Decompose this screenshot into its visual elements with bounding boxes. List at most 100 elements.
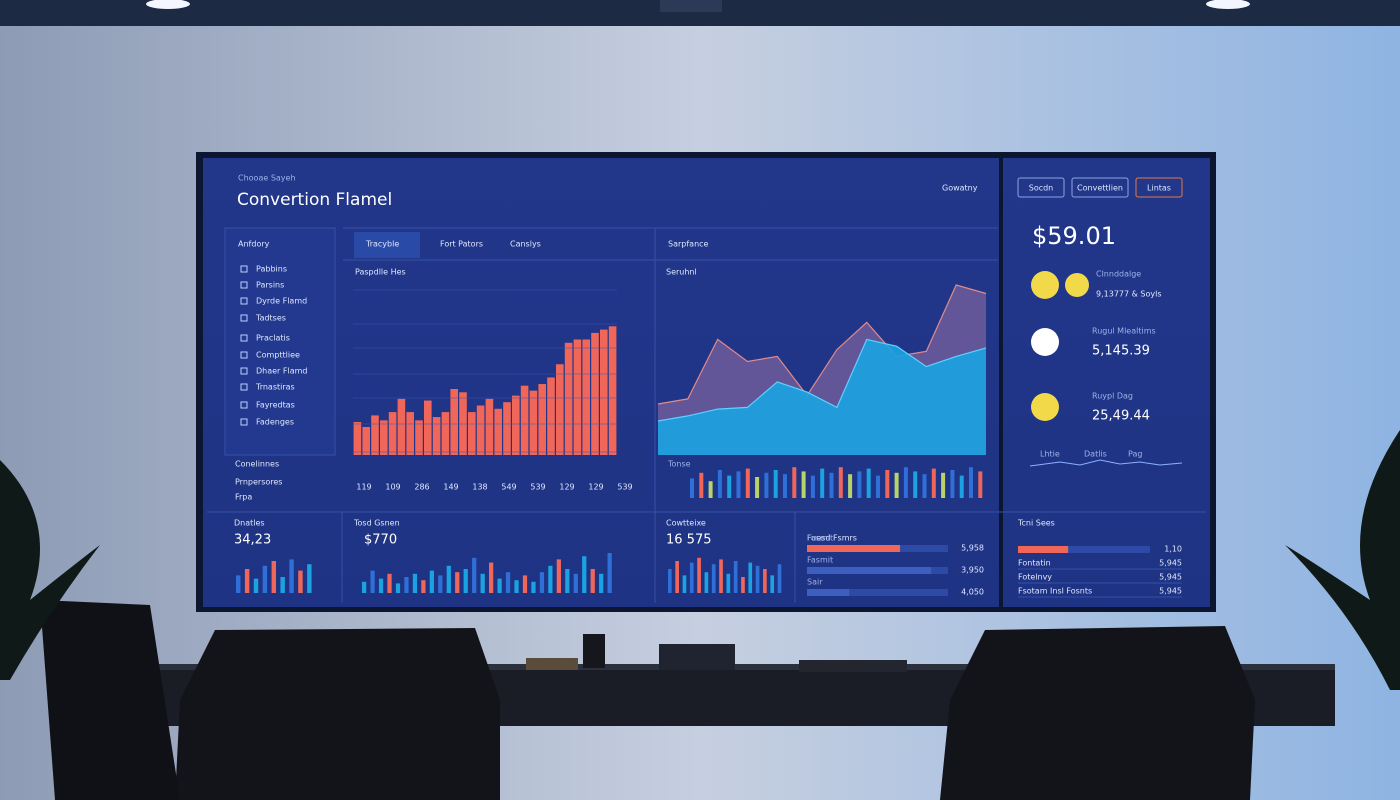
mini-bar xyxy=(922,474,927,498)
bar xyxy=(591,332,599,455)
toolbar-button[interactable] xyxy=(1071,177,1129,198)
row-value: 5,945 xyxy=(1159,587,1182,596)
menu-item[interactable]: Compttliee xyxy=(256,351,300,360)
tab[interactable]: Canslys xyxy=(510,240,541,249)
tab[interactable]: Tracyble xyxy=(365,240,399,249)
mini-bar xyxy=(876,475,880,498)
menu-item[interactable]: Dyrde Flamd xyxy=(256,297,307,306)
kpi-item-value: 5,145.39 xyxy=(1092,344,1150,359)
mini-bar xyxy=(236,575,241,593)
menu-item[interactable]: Dhaer Flamd xyxy=(256,367,307,376)
mini-bar xyxy=(829,472,834,498)
chair xyxy=(175,628,500,800)
toolbar-button[interactable] xyxy=(1135,177,1183,198)
menu-icon xyxy=(240,334,248,342)
table-title: Tcni Sees xyxy=(1017,519,1055,528)
bar xyxy=(494,408,502,455)
menu-item[interactable]: Tadtses xyxy=(255,314,286,323)
mini-bar xyxy=(429,570,434,593)
mini-bar xyxy=(446,565,451,593)
mini-bar xyxy=(689,562,694,593)
mug xyxy=(583,634,605,668)
bar xyxy=(415,420,423,455)
projector xyxy=(660,0,722,12)
mini-bar xyxy=(489,562,494,593)
mini-bar xyxy=(711,564,716,593)
x-label: 539 xyxy=(530,483,545,492)
mini-bar xyxy=(548,565,553,593)
area xyxy=(658,339,986,455)
menu-item[interactable]: Pabbins xyxy=(256,265,287,274)
toolbar-label[interactable]: Socdn xyxy=(1029,184,1054,193)
active-tab[interactable] xyxy=(354,232,420,258)
area-line xyxy=(657,338,987,422)
tab[interactable]: Sarpfance xyxy=(668,240,709,249)
mini-bar xyxy=(370,570,375,593)
toolbar-button[interactable] xyxy=(1017,177,1065,198)
mini-bar xyxy=(378,578,384,593)
bar xyxy=(380,420,388,455)
mini-bar xyxy=(755,565,760,593)
row-label: Fotelnvy xyxy=(1018,573,1052,582)
area-chart-title: Seruhnl xyxy=(666,268,697,277)
menu-item[interactable]: Trnastiras xyxy=(255,383,295,392)
row-value: 5,958 xyxy=(961,544,984,553)
tab[interactable]: Fort Pators xyxy=(440,240,483,249)
progress xyxy=(807,589,850,596)
menu-icon xyxy=(240,314,248,322)
sparkline xyxy=(1029,459,1183,467)
mini-bar xyxy=(950,470,955,498)
menu-item[interactable]: Praclatis xyxy=(256,334,290,343)
mini-bar xyxy=(387,573,392,593)
menu-item[interactable]: Parsins xyxy=(256,281,284,290)
x-label: 286 xyxy=(414,483,429,492)
laptop xyxy=(799,660,907,672)
mini-bar xyxy=(810,475,815,498)
row-value: 5,945 xyxy=(1159,573,1182,582)
mini-bar xyxy=(978,471,983,498)
menu-item[interactable]: Fadenges xyxy=(256,418,294,427)
mini-bar xyxy=(726,573,731,593)
bar xyxy=(573,339,582,455)
row-label: Fsotam Insl Fosnts xyxy=(1018,587,1092,596)
menu-icon xyxy=(240,297,248,305)
chair xyxy=(40,600,180,800)
mini-bar xyxy=(438,575,443,593)
progress-track xyxy=(1018,546,1150,553)
menu-item[interactable]: Fayredtas xyxy=(256,401,295,410)
filter[interactable]: Prnpersores xyxy=(235,478,282,487)
filter[interactable]: Conelinnes xyxy=(235,460,279,469)
mini-bar xyxy=(582,556,587,593)
progress xyxy=(807,545,901,552)
mini-bar xyxy=(733,561,738,593)
mini-bar xyxy=(590,569,595,593)
mini-bar xyxy=(866,468,871,498)
kpi-label: Clnnddalge xyxy=(1096,270,1141,279)
bar xyxy=(582,339,590,455)
mini-bar xyxy=(755,477,760,498)
mini-bar xyxy=(298,570,303,593)
toolbar-label[interactable]: Convettlien xyxy=(1077,184,1123,193)
mini-bar xyxy=(675,561,679,593)
brand: Gowatny xyxy=(942,184,978,193)
bar xyxy=(450,389,458,455)
plant xyxy=(1285,430,1400,690)
bar xyxy=(600,329,608,455)
mini-bar xyxy=(421,580,426,593)
filter[interactable]: Frpa xyxy=(235,493,252,502)
menu-icon xyxy=(240,351,248,359)
kpi-icon xyxy=(1031,393,1059,421)
chair xyxy=(940,626,1255,800)
mini-bar xyxy=(599,573,604,593)
mini-bar xyxy=(777,564,782,593)
menu-icon xyxy=(240,281,248,289)
x-label: 149 xyxy=(443,483,458,492)
panel-value: 16 575 xyxy=(666,533,712,548)
toolbar-label[interactable]: Lintas xyxy=(1147,184,1171,193)
bar xyxy=(564,342,573,455)
x-label: 539 xyxy=(617,483,632,492)
mini-bar xyxy=(857,471,862,498)
mini-bar xyxy=(668,569,672,593)
kpi-value: $59.01 xyxy=(1032,222,1116,250)
